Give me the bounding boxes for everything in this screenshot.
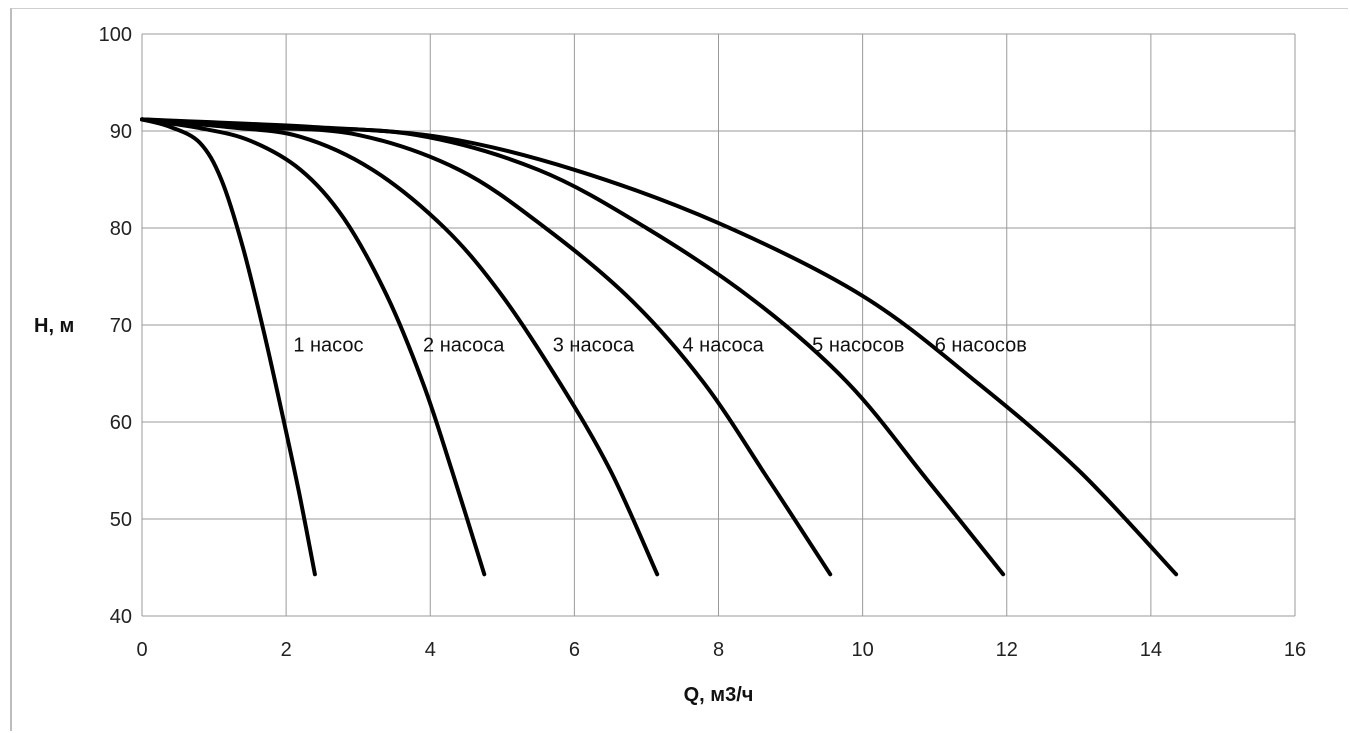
series-label-5: 5 насосов <box>812 334 904 356</box>
series-line-1 <box>140 117 317 577</box>
x-tick-label: 4 <box>425 639 436 661</box>
series-lines <box>140 117 1179 577</box>
x-axis-title: Q, м3/ч <box>684 684 754 706</box>
chart-frame: 40 50 60 70 80 90 100 0 2 4 6 8 10 12 14 16 1 насос 2 на… <box>10 8 1348 731</box>
y-tick-label: 90 <box>110 121 132 143</box>
series-line-3 <box>140 117 660 577</box>
y-axis-title: H, м <box>34 315 74 337</box>
y-tick-label: 70 <box>110 315 132 337</box>
y-tick-label: 60 <box>110 412 132 434</box>
x-tick-label: 0 <box>136 639 147 661</box>
x-tick-label: 2 <box>281 639 292 661</box>
x-tick-label: 14 <box>1140 639 1162 661</box>
x-tick-label: 16 <box>1284 639 1306 661</box>
series-label-2: 2 насоса <box>423 334 505 356</box>
pump-head-flow-chart: 40 50 60 70 80 90 100 0 2 4 6 8 10 12 14 16 1 насос 2 на… <box>34 24 1307 706</box>
y-tick-label: 80 <box>110 218 132 240</box>
x-tick-label: 6 <box>569 639 580 661</box>
y-tick-label: 50 <box>110 509 132 531</box>
y-tick-label: 40 <box>110 606 132 628</box>
series-label-1: 1 насос <box>293 334 363 356</box>
series-label-3: 3 насоса <box>553 334 635 356</box>
y-tick-label: 100 <box>99 24 132 46</box>
x-tick-label: 10 <box>852 639 874 661</box>
x-tick-label: 12 <box>996 639 1018 661</box>
grid-lines <box>141 33 1296 617</box>
series-label-6: 6 насосов <box>935 334 1027 356</box>
series-labels: 1 насос 2 насоса 3 насоса 4 насоса 5 насосов… <box>293 334 1027 356</box>
series-line-2 <box>140 117 487 577</box>
series-line-6 <box>140 117 1179 577</box>
series-label-4: 4 насоса <box>682 334 764 356</box>
tick-labels: 40 50 60 70 80 90 100 0 2 4 6 8 10 12 14 16 <box>99 24 1307 661</box>
x-tick-label: 8 <box>713 639 724 661</box>
